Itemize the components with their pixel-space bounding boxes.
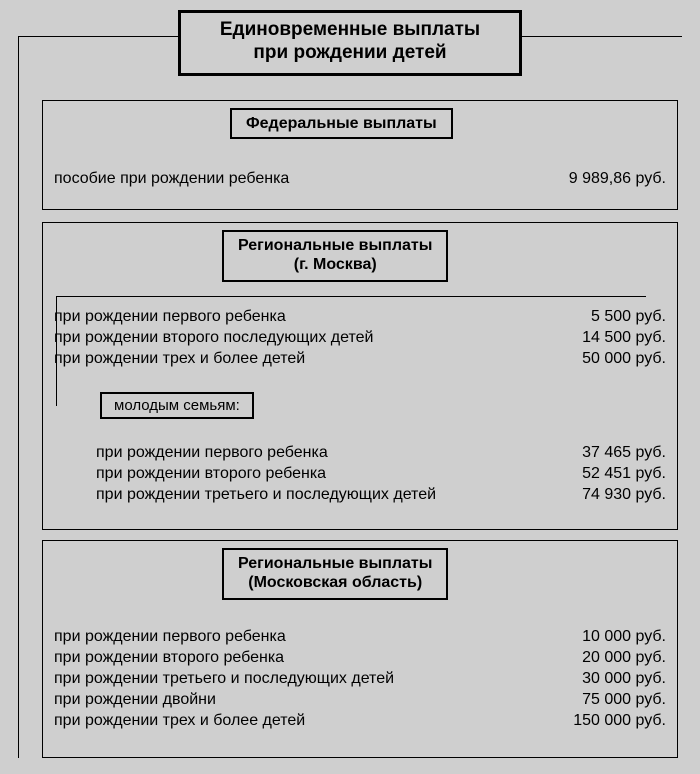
moscow-sub-title: молодым семьям: (100, 392, 254, 419)
row-value: 10 000 руб. (582, 628, 666, 646)
oblast-row: при рождении третьего и последующих дете… (42, 670, 678, 688)
main-title-line1: Единовременные выплаты (220, 19, 480, 40)
row-value: 9 989,86 руб. (569, 170, 666, 188)
row-value: 37 465 руб. (582, 444, 666, 462)
row-label: при рождении двойни (54, 691, 216, 709)
row-label: при рождении третьего и последующих дете… (54, 670, 394, 688)
row-label: при рождении третьего и последующих дете… (96, 486, 436, 504)
row-value: 75 000 руб. (582, 691, 666, 709)
row-value: 52 451 руб. (582, 465, 666, 483)
row-label: при рождении трех и более детей (54, 712, 305, 730)
moscow-subrow: при рождении первого ребенка 37 465 руб. (42, 444, 678, 462)
oblast-row: при рождении второго ребенка 20 000 руб. (42, 649, 678, 667)
row-label: при рождении первого ребенка (96, 444, 328, 462)
section-moscow-title: Региональные выплаты (г. Москва) (222, 230, 448, 282)
oblast-row: при рождении трех и более детей 150 000 … (42, 712, 678, 730)
main-title: Единовременные выплаты при рождении дете… (178, 10, 522, 76)
section-oblast-title: Региональные выплаты (Московская область… (222, 548, 448, 600)
row-label: при рождении второго ребенка (96, 465, 326, 483)
row-label: пособие при рождении ребенка (54, 170, 289, 188)
row-label: при рождении первого ребенка (54, 628, 286, 646)
moscow-subrow: при рождении второго ребенка 52 451 руб. (42, 465, 678, 483)
row-value: 74 930 руб. (582, 486, 666, 504)
row-label: при рождении второго ребенка (54, 649, 284, 667)
row-value: 20 000 руб. (582, 649, 666, 667)
federal-row: пособие при рождении ребенка 9 989,86 ру… (42, 170, 678, 188)
row-value: 150 000 руб. (573, 712, 666, 730)
section-federal-title: Федеральные выплаты (230, 108, 453, 139)
oblast-row: при рождении двойни 75 000 руб. (42, 691, 678, 709)
moscow-subrow: при рождении третьего и последующих дете… (42, 486, 678, 504)
oblast-row: при рождении первого ребенка 10 000 руб. (42, 628, 678, 646)
row-value: 30 000 руб. (582, 670, 666, 688)
main-title-line2: при рождении детей (253, 42, 446, 63)
